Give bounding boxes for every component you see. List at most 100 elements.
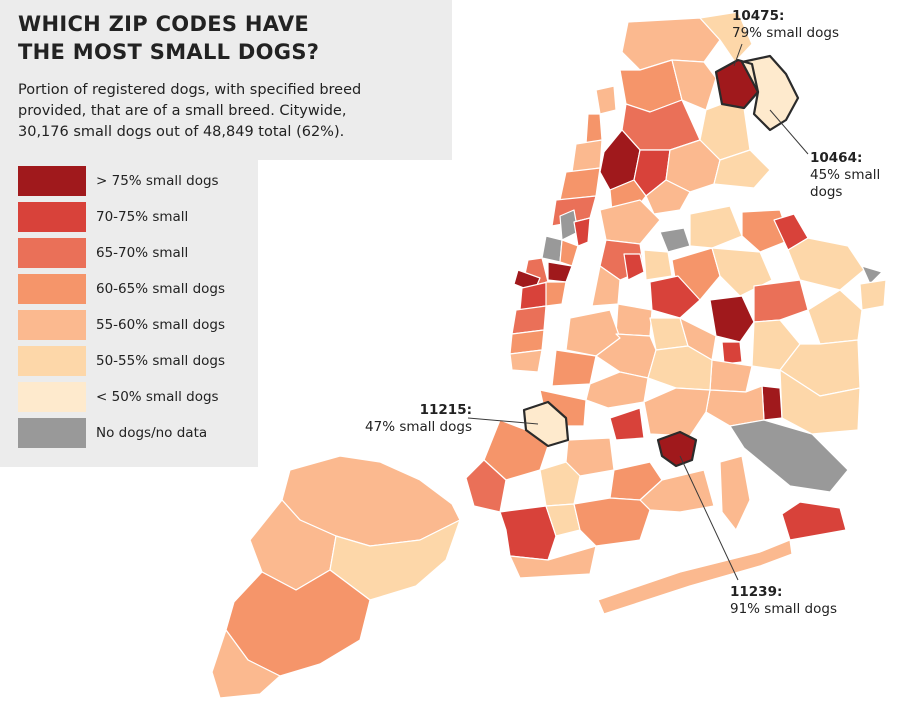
zip-area: [861, 265, 883, 285]
zip-area: [211, 629, 281, 699]
zip-area: [509, 349, 543, 373]
legend-swatch: [18, 238, 86, 268]
zip-area: [807, 289, 863, 345]
callout-11215: 11215: 47% small dogs: [356, 402, 472, 436]
zip-area: [649, 275, 701, 319]
legend-panel: > 75% small dogs 70-75% small 65-70% sma…: [0, 158, 258, 467]
callout-zip: 10464:: [810, 150, 863, 166]
callout-zip: 11239:: [730, 584, 783, 600]
callout-percent: 91% small dogs: [730, 601, 837, 617]
zip-area: [225, 569, 371, 677]
legend-swatch: [18, 382, 86, 412]
zip-area: [551, 349, 597, 387]
zip-area: [643, 387, 711, 437]
zip-area: [779, 369, 861, 435]
zip-area: [709, 359, 753, 393]
legend-item-65-70: 65-70% small: [18, 238, 188, 268]
legend-label: No dogs/no data: [96, 425, 208, 441]
legend-label: 65-70% small: [96, 245, 189, 261]
zip-area: [689, 205, 743, 249]
page-title: WHICH ZIP CODES HAVE THE MOST SMALL DOGS…: [18, 10, 438, 66]
zip-area: [585, 371, 649, 409]
callout-percent: 47% small dogs: [365, 419, 472, 435]
zip-area: [781, 501, 847, 541]
zip-10464-outline: [740, 54, 800, 132]
description-line-2: provided, that are of a small breed. Cit…: [18, 103, 347, 119]
callout-zip: 11215:: [419, 402, 472, 418]
zip-area: [559, 167, 601, 201]
legend-label: 50-55% small dogs: [96, 353, 226, 369]
zip-area: [509, 545, 597, 579]
zip-area: [719, 455, 751, 531]
zip-area: [573, 217, 591, 247]
zip-11239-outline: [656, 430, 698, 468]
zip-area: [699, 11, 753, 63]
callout-10464: 10464: 45% small dogs: [810, 150, 900, 201]
legend-label: 70-75% small: [96, 209, 189, 225]
header-panel: WHICH ZIP CODES HAVE THE MOST SMALL DOGS…: [0, 0, 452, 160]
callout-percent: 79% small dogs: [732, 25, 839, 41]
callout-percent: 45% small dogs: [810, 167, 881, 200]
legend-swatch: [18, 166, 86, 196]
title-line-1: WHICH ZIP CODES HAVE: [18, 12, 310, 36]
zip-area: [609, 407, 645, 441]
bronx-borough: [599, 11, 799, 215]
zip-11215-outline: [522, 400, 570, 448]
zip-area: [545, 281, 567, 307]
zip-area: [499, 505, 557, 561]
zip-area: [465, 459, 507, 513]
zip-area: [595, 85, 617, 115]
zip-area: [565, 437, 615, 477]
zip-area: [729, 419, 849, 493]
legend-item-50-55: 50-55% small dogs: [18, 346, 225, 376]
zip-area: [541, 235, 563, 263]
description-line-1: Portion of registered dogs, with specifi…: [18, 82, 362, 98]
zip-area: [753, 279, 809, 323]
leader-10475: [733, 43, 743, 67]
legend-swatch: [18, 418, 86, 448]
brooklyn-borough: [465, 309, 715, 579]
description-line-3: 30,176 small dogs out of 48,849 total (6…: [18, 124, 345, 140]
callout-11239: 11239: 91% small dogs: [730, 584, 837, 618]
zip-area: [599, 199, 661, 245]
legend-label: 55-60% small dogs: [96, 317, 226, 333]
zip-area: [713, 149, 771, 189]
highlighted-zips: [522, 54, 800, 468]
zip-area: [645, 179, 691, 215]
zip-area: [615, 303, 653, 337]
callout-zip: 10475:: [732, 8, 785, 24]
leader-10464: [769, 109, 809, 155]
zip-area: [585, 113, 603, 145]
legend-label: > 75% small dogs: [96, 173, 219, 189]
zip-area: [539, 461, 581, 507]
zip-area: [705, 385, 765, 427]
zip-area: [709, 295, 755, 343]
staten-island-borough: [211, 455, 461, 699]
zip-area: [571, 139, 603, 173]
zip-area: [659, 227, 691, 253]
zip-area: [859, 279, 887, 311]
zip-area: [671, 59, 717, 111]
description: Portion of registered dogs, with specifi…: [18, 80, 448, 143]
legend-item-60-65: 60-65% small dogs: [18, 274, 225, 304]
zip-area: [597, 539, 793, 615]
zip-area: [721, 341, 743, 365]
zip-area: [623, 253, 645, 281]
leader-11239: [679, 455, 739, 581]
callout-leaders: [467, 43, 809, 581]
legend-label: 60-65% small dogs: [96, 281, 226, 297]
zip-area: [547, 261, 573, 283]
manhattan-borough: [509, 85, 617, 373]
leader-11215: [467, 417, 539, 425]
legend-item-over-75: > 75% small dogs: [18, 166, 219, 196]
title-line-2: THE MOST SMALL DOGS?: [18, 40, 320, 64]
callout-10475: 10475: 79% small dogs: [732, 8, 839, 42]
zip-area: [761, 385, 783, 421]
legend-swatch: [18, 274, 86, 304]
legend-item-70-75: 70-75% small: [18, 202, 188, 232]
zip-area: [643, 249, 673, 281]
legend-swatch: [18, 346, 86, 376]
legend-swatch: [18, 310, 86, 340]
legend-item-55-60: 55-60% small dogs: [18, 310, 225, 340]
